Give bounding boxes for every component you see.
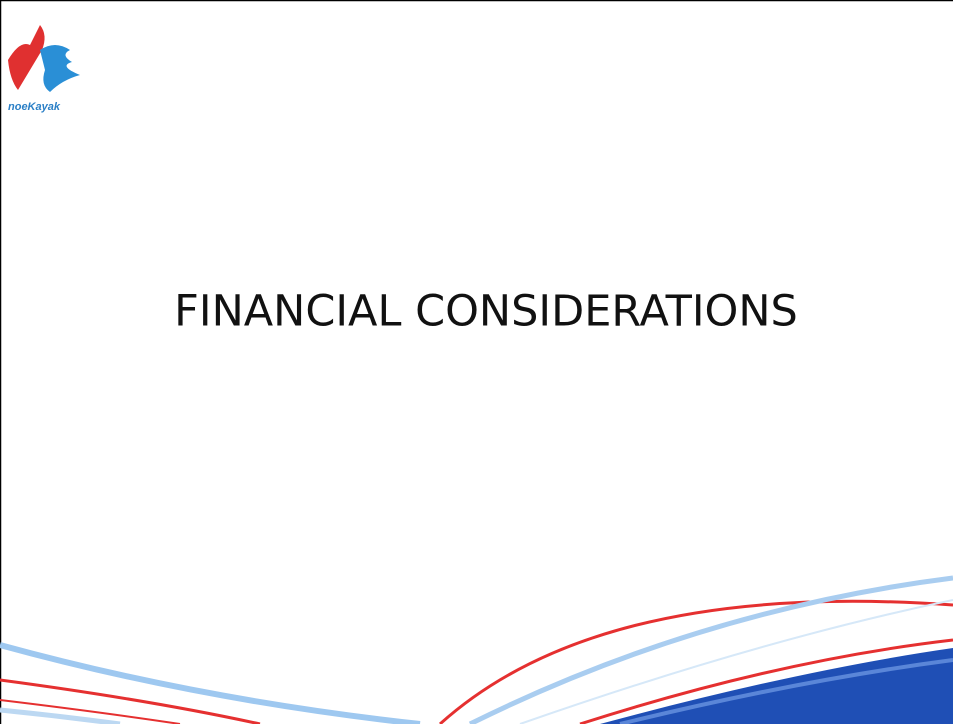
slide-title: FINANCIAL CONSIDERATIONS xyxy=(174,287,798,337)
logo: noeKayak xyxy=(8,25,80,113)
logo-text: noeKayak xyxy=(8,101,61,113)
decorative-waves xyxy=(0,575,953,724)
